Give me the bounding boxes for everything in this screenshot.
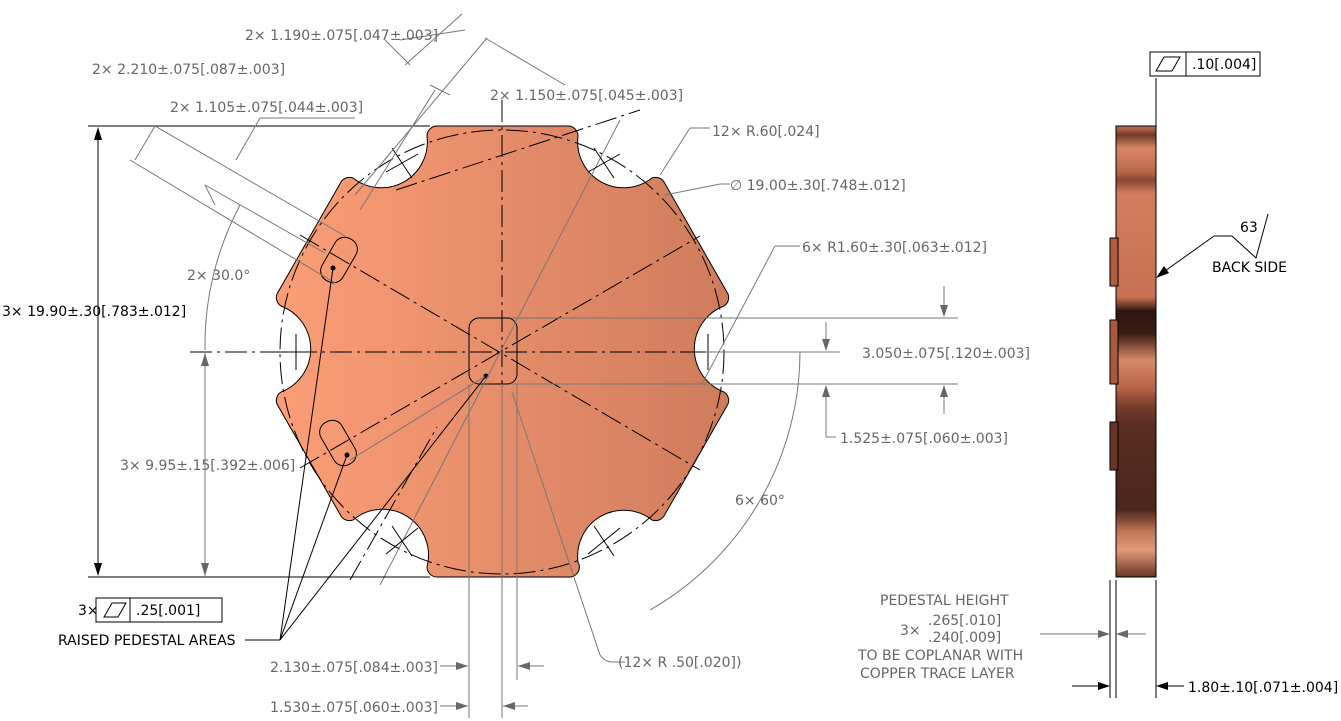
dim-angle-60: 6× 60° — [735, 493, 785, 509]
dim-pedestal-length: 2× 2.210±.075[.087±.003] — [92, 62, 285, 78]
dim-notch-radius: 6× R1.60±.30[.063±.012] — [802, 240, 987, 256]
note-back-side: BACK SIDE — [1212, 260, 1287, 276]
dim-center-pad-offset: 1.530±.075[.060±.003] — [270, 700, 438, 716]
flatness-frame-side — [1149, 51, 1261, 77]
dim-side-thickness: 1.80±.10[.071±.004] — [1188, 680, 1338, 696]
lower-pedestal — [319, 419, 357, 467]
side-view — [1040, 78, 1269, 698]
dim-pedestal-width: 2× 1.150±.075[.045±.003] — [490, 88, 683, 104]
dim-corner-radius: 12× R.60[.024] — [712, 124, 820, 140]
dim-angle-30: 2× 30.0° — [187, 268, 250, 284]
dim-center-pad-half: 1.525±.075[.060±.003] — [840, 431, 1008, 447]
flatness-front-prefix: 3× — [78, 603, 99, 619]
dim-bolt-circle: ∅ 19.00±.30[.748±.012] — [730, 178, 906, 194]
flatness-side-value: .10[.004] — [1192, 57, 1256, 73]
note-pedestal-title: PEDESTAL HEIGHT — [880, 593, 1009, 609]
dim-overall-height: 3× 19.90±.30[.783±.012] — [2, 304, 186, 320]
note-surface-finish: 63 — [1240, 220, 1258, 236]
upper-pedestal — [320, 236, 358, 284]
note-pedestal-upper: .265[.010] — [928, 613, 1001, 629]
note-pedestal-prefix: 3× — [900, 623, 921, 639]
note-pedestal-lower: .240[.009] — [928, 630, 1001, 646]
note-raised-areas: RAISED PEDESTAL AREAS — [58, 633, 236, 649]
dim-center-pad-height: 3.050±.075[.120±.003] — [862, 346, 1030, 362]
note-coplanar-2: COPPER TRACE LAYER — [860, 666, 1015, 682]
dim-pad-corner-radius: (12× R .50[.020]) — [618, 655, 741, 671]
dim-pedestal-half-length: 2× 1.105±.075[.044±.003] — [170, 100, 363, 116]
flatness-frame-front — [95, 597, 223, 623]
note-coplanar-1: TO BE COPLANAR WITH — [857, 648, 1023, 664]
dimension-text: 2× 1.190±.075[.047±.003] 2× 2.210±.075[.… — [2, 28, 1338, 716]
dim-outer-hole-spacing: 2× 1.190±.075[.047±.003] — [245, 28, 438, 44]
dimension-lines — [88, 13, 958, 718]
center-pedestal — [468, 317, 518, 385]
flatness-front-value: .25[.001] — [136, 603, 200, 619]
dim-half-height: 3× 9.95±.15[.392±.006] — [120, 458, 295, 474]
dim-center-pad-width: 2.130±.075[.084±.003] — [270, 660, 438, 676]
